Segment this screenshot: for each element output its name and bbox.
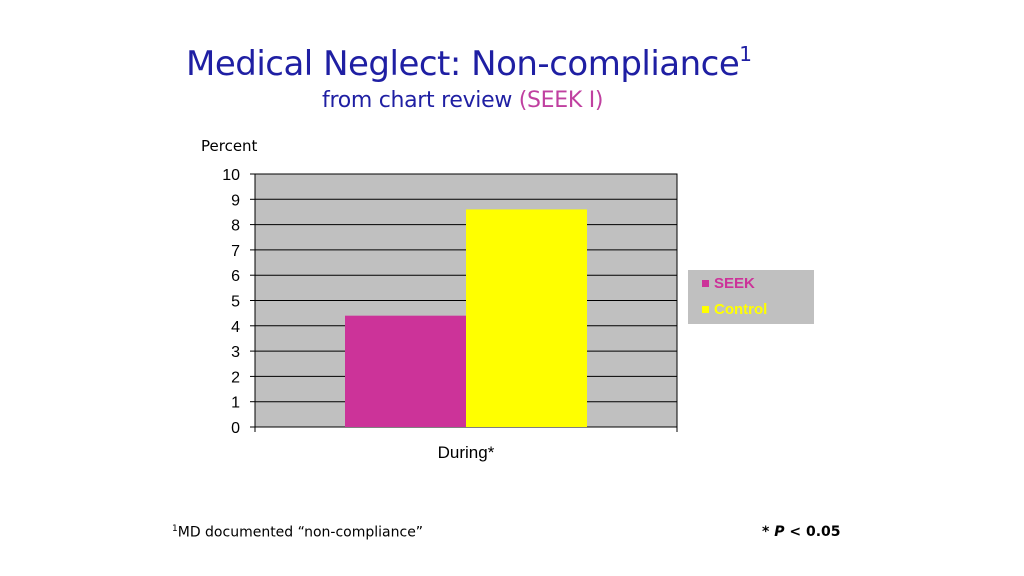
significance-note: * P < 0.05 bbox=[762, 524, 841, 540]
legend-label-control: Control bbox=[714, 301, 768, 318]
y-tick-label: 6 bbox=[231, 268, 240, 285]
y-tick-label: 8 bbox=[231, 218, 240, 235]
significance-p: P bbox=[774, 524, 785, 540]
y-tick-label: 0 bbox=[231, 420, 240, 437]
y-tick-label: 10 bbox=[222, 167, 240, 184]
y-tick-label: 9 bbox=[231, 192, 240, 209]
footnote-text: MD documented “non-compliance” bbox=[177, 524, 424, 541]
significance-star: * bbox=[762, 524, 775, 540]
chart-legend: SEEK Control bbox=[688, 270, 814, 324]
footnote-superscript: 1 bbox=[172, 524, 178, 534]
y-tick-label: 7 bbox=[231, 243, 240, 260]
legend-item-control: Control bbox=[702, 301, 768, 318]
page-subtitle: from chart review (SEEK I) bbox=[322, 88, 603, 113]
page-title: Medical Neglect: Non-compliance1 bbox=[186, 42, 752, 84]
subtitle-highlight: (SEEK I) bbox=[518, 88, 604, 113]
legend-swatch-seek bbox=[702, 280, 709, 287]
y-tick-label: 1 bbox=[231, 395, 240, 412]
significance-threshold: < 0.05 bbox=[784, 524, 841, 540]
title-text: Medical Neglect: Non-compliance bbox=[186, 44, 740, 84]
y-tick-label: 4 bbox=[231, 319, 240, 336]
y-axis-label: Percent bbox=[201, 137, 258, 155]
x-category-label: During* bbox=[438, 443, 495, 462]
subtitle-text: from chart review bbox=[322, 88, 519, 113]
bar-seek bbox=[345, 315, 466, 427]
y-tick-label: 5 bbox=[231, 294, 240, 311]
legend-swatch-control bbox=[702, 306, 709, 313]
footnote: 1MD documented “non-compliance” bbox=[172, 524, 423, 541]
title-superscript: 1 bbox=[739, 42, 752, 66]
legend-item-seek: SEEK bbox=[702, 275, 755, 292]
y-tick-label: 2 bbox=[231, 369, 240, 386]
bar-control bbox=[466, 209, 587, 427]
y-tick-label: 3 bbox=[231, 344, 240, 361]
legend-label-seek: SEEK bbox=[714, 275, 755, 292]
